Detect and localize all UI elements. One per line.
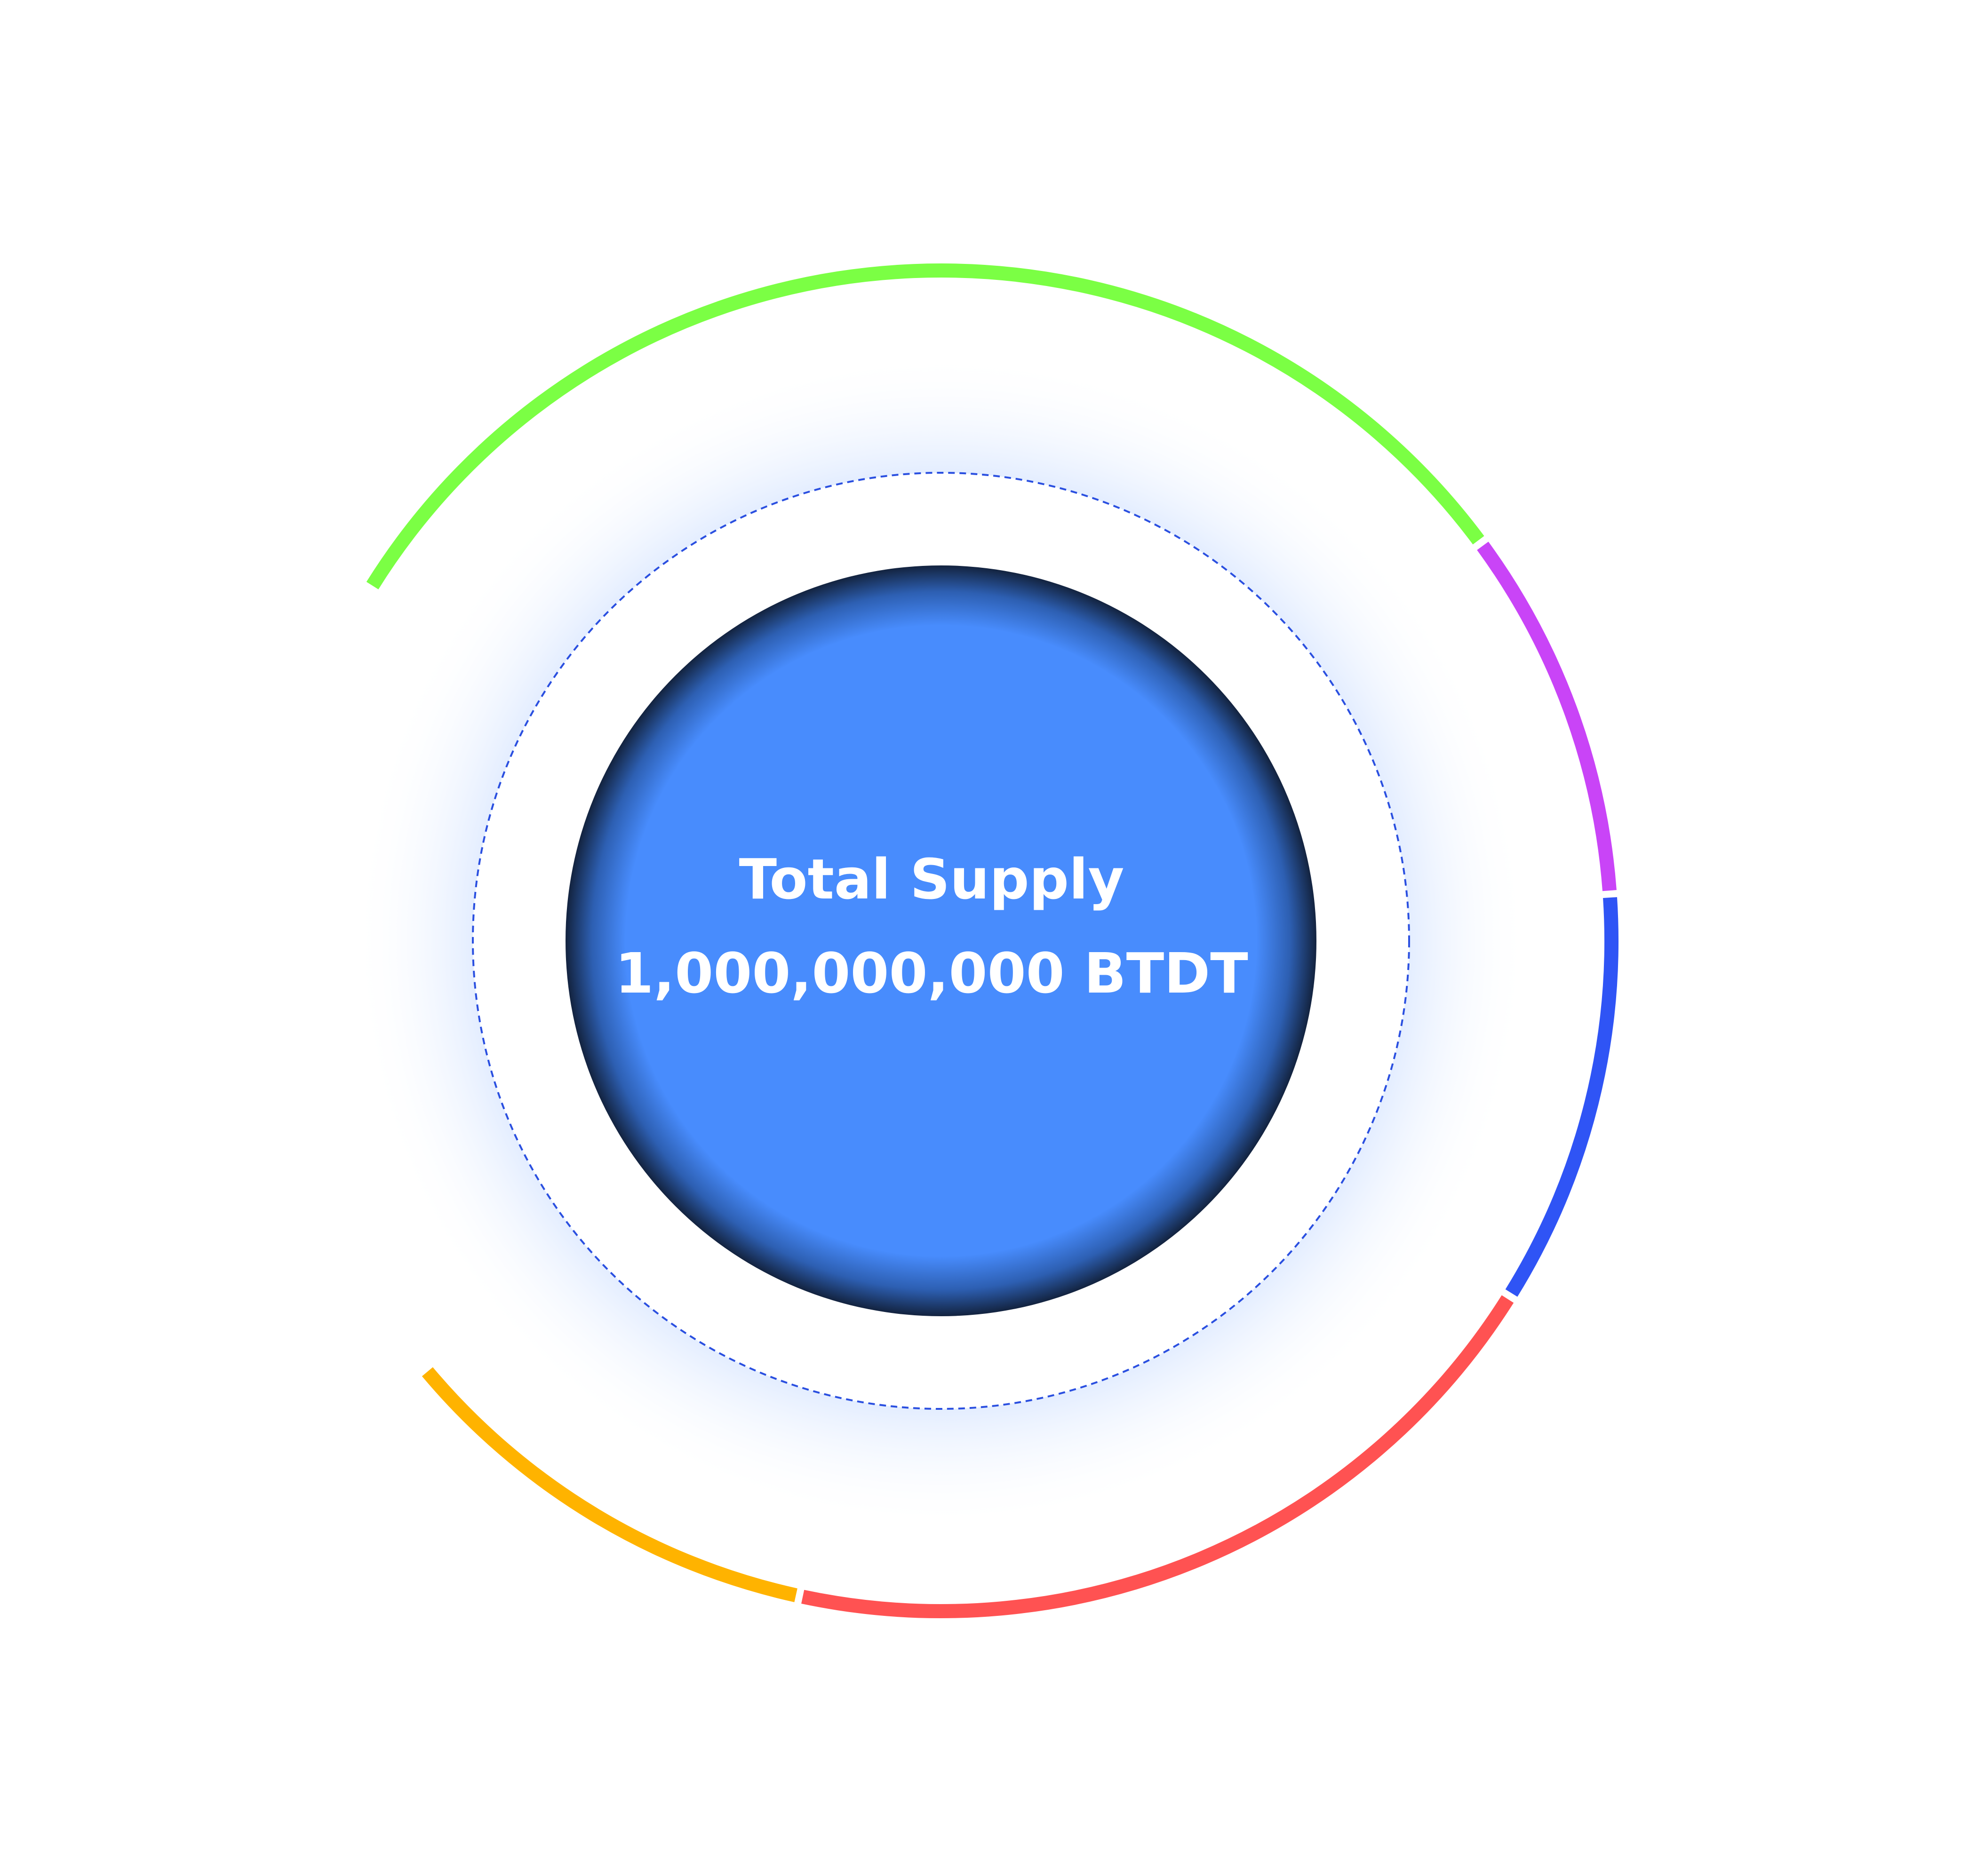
total-supply-value: 1,000,000,000 BTDT — [615, 941, 1248, 1006]
supply-segment-3 — [1505, 897, 1618, 1297]
total-supply-title: Total Supply — [739, 847, 1124, 912]
supply-segment-1 — [422, 1367, 797, 1602]
core-circle — [566, 565, 1316, 1316]
dashed-ring — [472, 472, 1410, 1410]
supply-segment-4 — [1477, 541, 1617, 891]
supply-segment-2 — [801, 1295, 1514, 1618]
supply-segments — [366, 263, 1618, 1618]
supply-segment-5 — [366, 263, 1484, 589]
